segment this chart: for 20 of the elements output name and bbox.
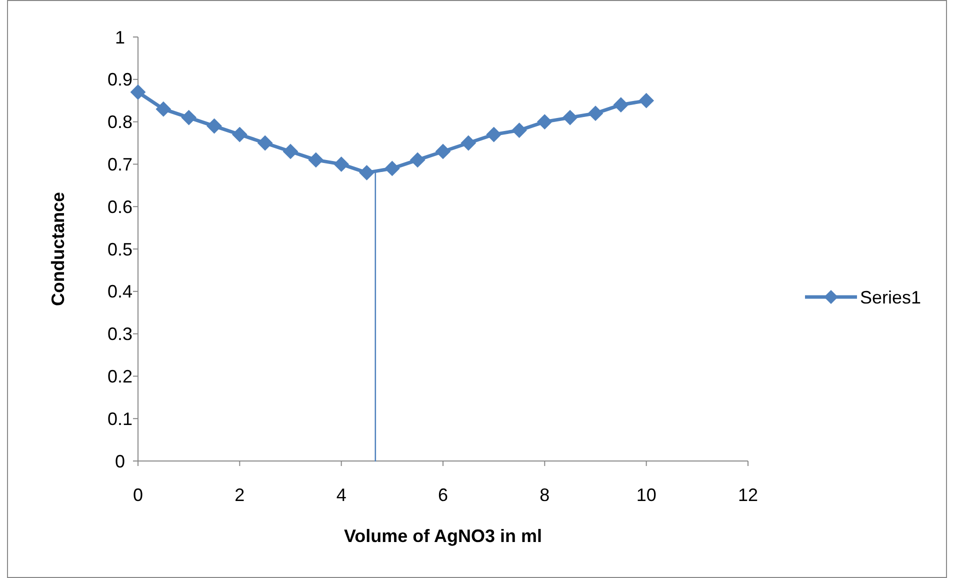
y-tick-label: 0.4 — [107, 282, 133, 302]
x-tick-label: 4 — [336, 485, 346, 505]
y-tick-label: 0.7 — [107, 154, 133, 174]
y-tick-label: 0.3 — [107, 324, 133, 344]
x-tick-label: 8 — [540, 485, 550, 505]
y-tick-label: 0.1 — [107, 408, 133, 429]
y-tick-label: 0 — [114, 451, 126, 472]
y-axis-title: Conductance — [48, 192, 68, 306]
x-tick-label: 2 — [234, 485, 245, 505]
y-tick-label: 1 — [114, 27, 126, 48]
y-tick-label: 0.9 — [107, 70, 133, 90]
y-tick-label: 0.8 — [107, 112, 133, 132]
y-tick-label: 0.5 — [107, 239, 133, 260]
y-tick-label: 0.6 — [107, 196, 133, 217]
y-tick-label: 0.2 — [107, 366, 133, 386]
x-tick-label: 12 — [738, 485, 758, 505]
x-axis-title: Volume of AgNO3 in ml — [344, 526, 542, 546]
x-tick-label: 6 — [438, 485, 448, 505]
x-tick-label: 10 — [636, 485, 656, 505]
legend-label: Series1 — [860, 287, 922, 308]
